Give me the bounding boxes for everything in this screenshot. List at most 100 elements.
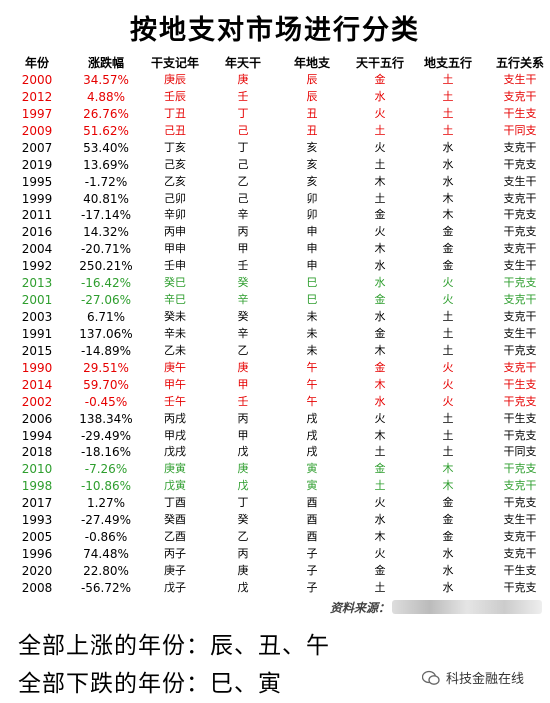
table-cell: 木 (442, 462, 454, 476)
table-cell: 火 (442, 276, 454, 290)
table-cell: 己丑 (164, 123, 186, 137)
table-cell: 水 (374, 259, 386, 273)
table-cell: 木 (374, 377, 386, 391)
table-cell: 寅 (306, 479, 318, 493)
table-cell: 丁 (237, 496, 249, 510)
table-cell: 2006 (21, 411, 53, 426)
table-cell: 40.81% (83, 191, 129, 206)
table-cell: 2019 (21, 157, 53, 172)
table-cell: 辰 (306, 73, 318, 86)
table-cell: 火 (374, 496, 386, 510)
table-cell: 甲申 (164, 242, 186, 256)
table-cell: 辛未 (164, 326, 186, 340)
table-cell: 火 (374, 140, 386, 154)
table-cell: 未 (306, 326, 318, 340)
table-cell: 壬申 (164, 259, 186, 273)
table-cell: -17.14% (80, 208, 132, 223)
table-cell: 火 (442, 293, 454, 307)
table-cell: 2007 (21, 140, 53, 155)
table-cell: 干克支 (503, 343, 537, 357)
table-cell: 癸 (237, 310, 249, 324)
table-cell: 辛 (237, 293, 249, 307)
table-cell: 138.34% (79, 411, 133, 426)
table-cell: 土 (442, 89, 454, 103)
table-cell: 火 (442, 394, 454, 408)
table-cell: 支克干 (503, 530, 537, 544)
column-header: 年地支 (293, 56, 330, 70)
table-cell: 丙戌 (164, 411, 186, 425)
table-cell: 金 (442, 259, 454, 273)
table-cell: 土 (374, 479, 386, 493)
table-cell: 2012 (21, 89, 53, 104)
table-cell: 金 (374, 563, 386, 577)
table-cell: 木 (374, 343, 386, 357)
table-cell: 庚子 (164, 563, 186, 577)
table-cell: 亥 (306, 140, 318, 154)
table-cell: 庚寅 (164, 462, 186, 476)
table-cell: 水 (442, 157, 454, 171)
table-cell: 乙 (237, 174, 249, 188)
table-cell: 1.27% (86, 496, 126, 511)
table-cell: 申 (306, 242, 318, 256)
table-cell: 金 (442, 225, 454, 239)
table-cell: 2002 (21, 394, 53, 409)
table-cell: 甲 (237, 428, 249, 442)
table-cell: 1990 (21, 360, 53, 375)
table-cell: 支生干 (503, 174, 537, 188)
table-cell: 子 (306, 580, 318, 594)
table-cell: 2013 (21, 276, 53, 291)
table-cell: 干克支 (503, 580, 537, 594)
table-cell: 乙未 (164, 343, 186, 357)
table-cell: 土 (374, 191, 386, 205)
table-cell: 金 (442, 530, 454, 544)
table-cell: 2018 (21, 445, 53, 460)
table-cell: 癸未 (164, 310, 186, 324)
table-cell: 土 (374, 445, 386, 459)
watermark-text: 科技金融在线 (445, 672, 524, 687)
table-cell: -14.89% (80, 343, 132, 358)
table-cell: 干克支 (503, 276, 537, 290)
table-cell: 支克干 (503, 547, 537, 561)
table-cell: 13.69% (83, 157, 129, 172)
table-cell: 2005 (21, 530, 53, 545)
column-header: 天干五行 (355, 56, 404, 70)
table-cell: 甲戌 (164, 428, 186, 442)
table-cell: 寅 (306, 462, 318, 476)
table-cell: -7.26% (84, 462, 128, 477)
table-cell: 火 (442, 377, 454, 391)
table-cell: 2017 (21, 496, 53, 511)
table-cell: 1993 (21, 513, 53, 528)
table-cell: 金 (374, 360, 386, 374)
table-cell: 14.32% (83, 225, 129, 240)
table-cell: 巳 (306, 293, 318, 307)
table-cell: 辛卯 (164, 208, 186, 222)
column-header: 年天干 (224, 56, 261, 70)
table-cell: 支克干 (503, 479, 537, 493)
table-cell: 土 (374, 157, 386, 171)
table-cell: 戊子 (164, 580, 186, 594)
table-cell: 辰 (306, 89, 318, 103)
table-cell: 卯 (306, 208, 318, 222)
table-cell: 水 (374, 276, 386, 290)
table-cell: 干生支 (503, 411, 537, 425)
table-cell: 干克支 (503, 462, 537, 476)
table-cell: 壬 (237, 259, 249, 273)
table-cell: 26.76% (83, 106, 129, 121)
table-cell: 金 (374, 208, 386, 222)
table-cell: 水 (374, 513, 386, 527)
table-cell: 2008 (21, 580, 53, 595)
table-cell: 丁酉 (164, 496, 186, 510)
table-cell: 己 (237, 191, 249, 205)
table-cell: 庚 (237, 563, 249, 577)
table-cell: 己亥 (164, 157, 186, 171)
table-cell: 甲午 (164, 377, 186, 391)
table-cell: 土 (442, 411, 454, 425)
table-cell: 支克干 (503, 89, 537, 103)
table-cell: 水 (442, 140, 454, 154)
table-cell: 6.71% (86, 310, 126, 325)
table-cell: 己卯 (164, 191, 186, 205)
table-cell: 庚 (237, 462, 249, 476)
table-cell: 甲 (237, 242, 249, 256)
table-cell: 137.06% (79, 326, 133, 341)
